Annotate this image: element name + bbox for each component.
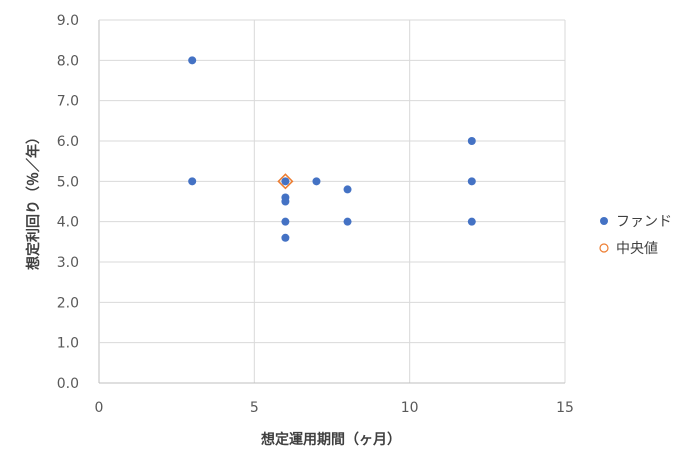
- fund-data-point: [312, 177, 321, 186]
- legend-marker-median: [599, 243, 609, 253]
- y-tick-label: 9.0: [57, 13, 79, 29]
- legend-item-fund: ファンド: [600, 214, 672, 230]
- x-tick-label: 15: [556, 400, 574, 416]
- median-data-point: [277, 173, 294, 190]
- fund-data-point: [467, 137, 476, 145]
- x-axis-tick-labels: 0 5 10 15: [95, 400, 574, 416]
- y-tick-label: 0.0: [57, 376, 79, 392]
- series-fund: [188, 56, 476, 242]
- y-tick-label: 8.0: [57, 53, 79, 69]
- fund-data-point: [467, 177, 476, 186]
- fund-data-point: [188, 56, 197, 65]
- legend: ファンド 中央値: [599, 214, 672, 257]
- y-tick-label: 7.0: [57, 94, 79, 110]
- y-tick-label: 3.0: [57, 255, 79, 271]
- fund-data-point: [343, 217, 352, 226]
- x-axis-title: 想定運用期間（ヶ月）: [260, 431, 401, 448]
- y-tick-label: 4.0: [57, 215, 79, 231]
- series-layer: [188, 56, 476, 242]
- horizontal-gridlines: [99, 19, 565, 384]
- y-tick-label: 5.0: [57, 174, 79, 190]
- y-tick-label: 2.0: [57, 295, 79, 311]
- y-axis-tick-labels: 0.0 1.0 2.0 3.0 4.0 5.0 6.0 7.0 8.0 9.0: [57, 13, 79, 392]
- x-tick-label: 0: [95, 400, 104, 416]
- fund-data-point: [467, 217, 476, 226]
- series-median: [277, 173, 294, 190]
- legend-label-fund: ファンド: [616, 214, 672, 230]
- fund-data-point: [281, 217, 290, 226]
- y-tick-label: 6.0: [57, 134, 79, 150]
- x-tick-label: 10: [401, 400, 419, 416]
- legend-label-median: 中央値: [616, 241, 658, 257]
- y-tick-label: 1.0: [57, 336, 79, 352]
- fund-data-point: [281, 197, 290, 206]
- legend-marker-fund: [600, 217, 608, 225]
- legend-item-median: 中央値: [599, 241, 658, 257]
- vertical-gridlines: [98, 20, 566, 383]
- fund-data-point: [281, 177, 290, 186]
- fund-data-point: [188, 177, 197, 186]
- y-axis-title: 想定利回り（％／年）: [25, 130, 42, 271]
- x-tick-label: 5: [250, 400, 259, 416]
- fund-data-point: [281, 233, 290, 242]
- fund-data-point: [343, 185, 352, 194]
